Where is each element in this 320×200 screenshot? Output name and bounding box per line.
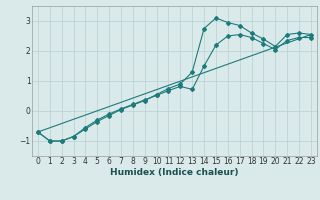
X-axis label: Humidex (Indice chaleur): Humidex (Indice chaleur) [110,168,239,177]
